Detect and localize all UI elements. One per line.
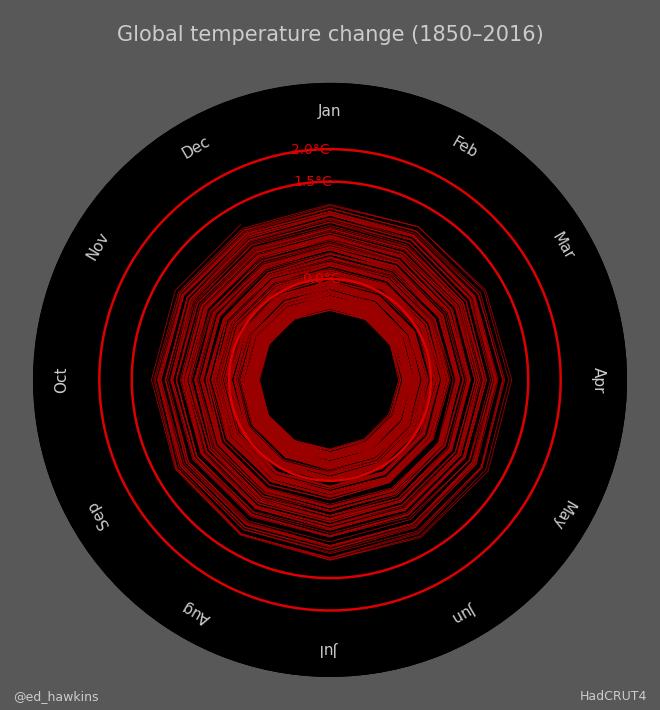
Text: Dec: Dec <box>180 133 213 162</box>
Text: Nov: Nov <box>84 229 112 263</box>
Text: Jul: Jul <box>321 640 339 655</box>
Text: Apr: Apr <box>591 366 606 393</box>
Text: May: May <box>548 496 577 531</box>
Text: 2.0°C: 2.0°C <box>290 143 329 157</box>
Text: Jun: Jun <box>450 600 478 625</box>
Text: Feb: Feb <box>449 134 480 161</box>
Text: 1.5°C: 1.5°C <box>293 175 332 190</box>
Text: Mar: Mar <box>548 229 576 262</box>
Text: Oct: Oct <box>54 366 69 393</box>
Text: @ed_hawkins: @ed_hawkins <box>13 690 99 703</box>
Text: 0.0°C: 0.0°C <box>302 273 341 286</box>
Text: Global temperature change (1850–2016): Global temperature change (1850–2016) <box>117 25 543 45</box>
Text: Sep: Sep <box>84 498 112 530</box>
Text: Jan: Jan <box>318 104 342 119</box>
Text: Aug: Aug <box>180 598 213 626</box>
Text: HadCRUT4: HadCRUT4 <box>579 690 647 703</box>
